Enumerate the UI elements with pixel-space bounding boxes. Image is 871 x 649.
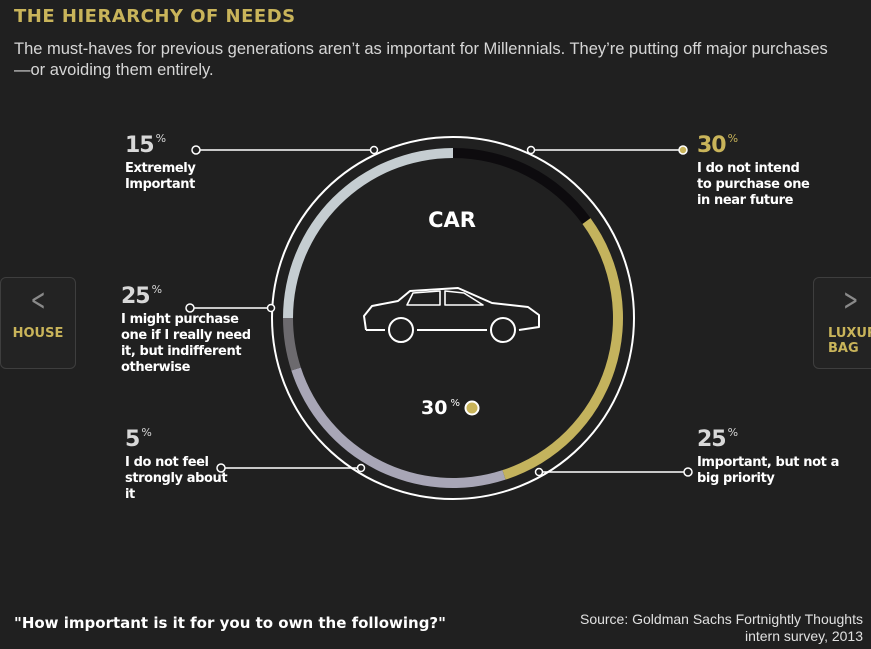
center-value: 30% bbox=[421, 397, 460, 419]
callout-pct-unit: % bbox=[151, 283, 163, 296]
donut-ring bbox=[271, 136, 635, 500]
callout-pct-unit: % bbox=[141, 426, 152, 439]
callout-pct-value: 25 bbox=[697, 427, 727, 452]
callout-pct: 25% bbox=[121, 283, 259, 309]
center-value-unit: % bbox=[450, 398, 460, 409]
callout-label: Extremely Important bbox=[125, 161, 196, 192]
prev-category-button[interactable]: < HOUSE bbox=[0, 277, 76, 369]
callout-label: Important, but not a big priority bbox=[697, 455, 839, 486]
callout-label: I do not feel strongly about it bbox=[125, 455, 228, 502]
donut-slice-do-not-feel[interactable] bbox=[283, 318, 301, 371]
callout-pct: 30% bbox=[697, 132, 817, 158]
callout-pct-unit: % bbox=[727, 426, 739, 439]
donut-outer-ring bbox=[271, 136, 635, 500]
callout-might-purchase: 25% I might purchase one if I really nee… bbox=[121, 283, 259, 376]
callout-label: I do not intend to purchase one in near … bbox=[697, 161, 810, 208]
donut-slice-extremely-important[interactable] bbox=[453, 148, 591, 224]
survey-question: "How important is it for you to own the … bbox=[14, 614, 446, 632]
callout-label: I might purchase one if I really need it… bbox=[121, 312, 251, 375]
callout-pct-value: 15 bbox=[125, 133, 155, 158]
callout-pct-value: 25 bbox=[121, 284, 151, 309]
chart-subtitle: The must-haves for previous generations … bbox=[14, 40, 828, 79]
callout-important-not-big: 25% Important, but not a big priority bbox=[697, 426, 847, 487]
prev-category-label: HOUSE bbox=[12, 326, 64, 341]
callout-pct-value: 30 bbox=[697, 133, 727, 158]
leader-line-extremely-important bbox=[191, 145, 379, 155]
callout-pct-unit: % bbox=[727, 132, 739, 145]
chevron-right-icon: > bbox=[843, 283, 859, 318]
callout-pct: 5% bbox=[125, 426, 240, 452]
callout-lines bbox=[185, 145, 693, 477]
leader-line-important-not-big bbox=[185, 303, 276, 313]
source-note: Source: Goldman Sachs Fortnightly Though… bbox=[579, 611, 863, 644]
callout-pct-unit: % bbox=[155, 132, 167, 145]
next-category-button[interactable]: > LUXURY BAG bbox=[813, 277, 871, 369]
donut-slice-do-not-intend[interactable] bbox=[502, 218, 623, 480]
chart-title: THE HIERARCHY OF NEEDS bbox=[14, 6, 296, 27]
callout-pct: 15% bbox=[125, 132, 205, 158]
donut-slice-important-not-big[interactable] bbox=[291, 367, 506, 488]
next-category-label: LUXURY BAG bbox=[828, 326, 871, 356]
car-icon bbox=[363, 287, 540, 343]
callout-do-not-feel: 5% I do not feel strongly about it bbox=[125, 426, 240, 503]
center-value-number: 30 bbox=[421, 397, 448, 419]
leader-line-do-not-feel bbox=[216, 463, 366, 473]
donut-slice-might-purchase[interactable] bbox=[283, 148, 453, 318]
callout-pct: 25% bbox=[697, 426, 847, 452]
callout-pct-value: 5 bbox=[125, 427, 140, 452]
callout-extremely-important: 15% Extremely Important bbox=[125, 132, 205, 193]
chevron-left-icon: < bbox=[30, 283, 46, 318]
leader-line-might-purchase bbox=[534, 467, 693, 477]
center-category-label: CAR bbox=[428, 208, 476, 232]
leader-line-do-not-intend bbox=[526, 145, 688, 155]
callout-do-not-intend: 30% I do not intend to purchase one in n… bbox=[697, 132, 817, 209]
center-dot bbox=[464, 400, 480, 416]
